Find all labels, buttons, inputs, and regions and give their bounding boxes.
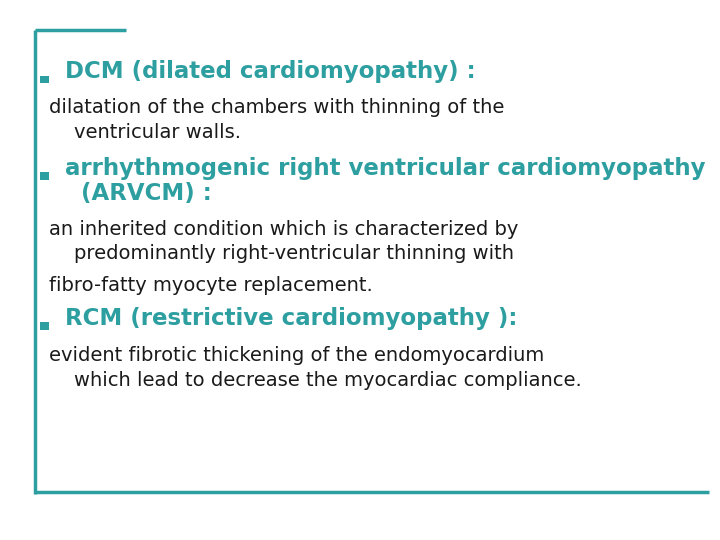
Text: (ARVCM) :: (ARVCM) : — [81, 182, 212, 205]
Text: ventricular walls.: ventricular walls. — [74, 123, 241, 141]
Text: fibro-fatty myocyte replacement.: fibro-fatty myocyte replacement. — [49, 275, 373, 294]
Text: DCM (dilated cardiomyopathy) :: DCM (dilated cardiomyopathy) : — [65, 60, 475, 83]
Bar — [40, 76, 50, 83]
Text: predominantly right-ventricular thinning with: predominantly right-ventricular thinning… — [74, 244, 514, 263]
Text: evident fibrotic thickening of the endomyocardium: evident fibrotic thickening of the endom… — [49, 346, 544, 365]
Text: RCM (restrictive cardiomyopathy ):: RCM (restrictive cardiomyopathy ): — [65, 307, 517, 330]
Bar — [40, 322, 50, 330]
Text: arrhythmogenic right ventricular cardiomyopathy: arrhythmogenic right ventricular cardiom… — [65, 157, 706, 180]
Text: which lead to decrease the myocardiac compliance.: which lead to decrease the myocardiac co… — [74, 371, 582, 390]
Text: dilatation of the chambers with thinning of the: dilatation of the chambers with thinning… — [49, 98, 504, 117]
Bar — [40, 172, 50, 180]
Text: an inherited condition which is characterized by: an inherited condition which is characte… — [49, 220, 518, 239]
